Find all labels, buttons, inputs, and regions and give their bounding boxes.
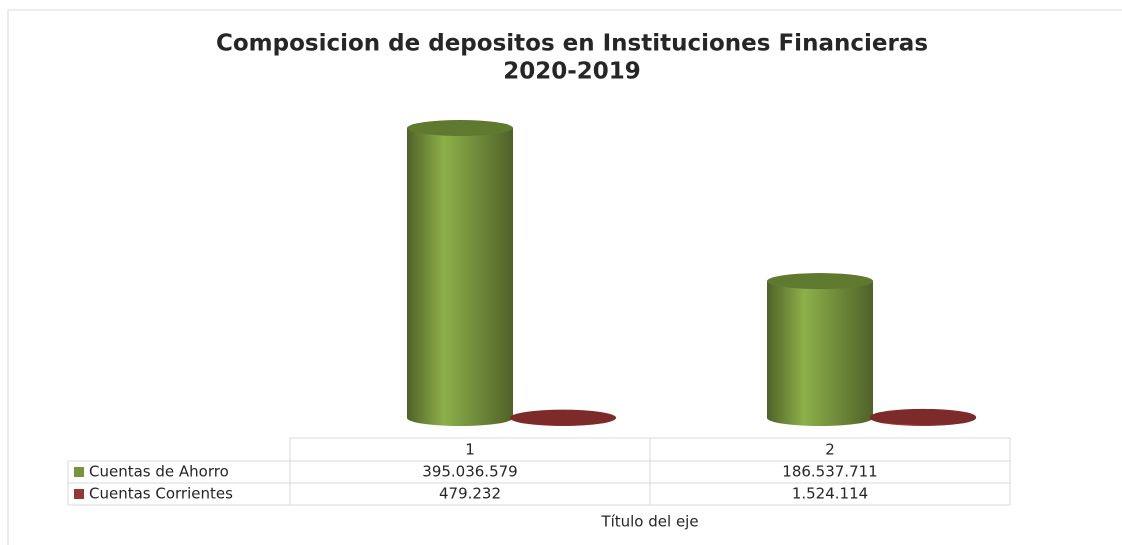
x-axis-title: Título del eje	[600, 513, 698, 531]
legend-key	[74, 467, 84, 477]
x-tick-label: 2	[825, 441, 835, 459]
bar-top	[767, 273, 873, 290]
table-value: 479.232	[439, 485, 501, 503]
bar-top	[407, 120, 513, 136]
bar	[407, 128, 513, 426]
bar-top	[510, 409, 616, 426]
table-value: 186.537.711	[782, 463, 877, 481]
legend-label: Cuentas de Ahorro	[89, 463, 229, 481]
table-value: 395.036.579	[422, 463, 517, 481]
bar-top	[870, 408, 976, 425]
legend-key	[74, 489, 84, 499]
x-tick-label: 1	[465, 441, 475, 459]
bar	[767, 281, 873, 426]
chart-title: Composicion de depositos en Institucione…	[216, 31, 928, 57]
table-value: 1.524.114	[792, 485, 868, 503]
chart-subtitle: 2020-2019	[503, 59, 641, 85]
legend-label: Cuentas Corrientes	[89, 485, 233, 503]
